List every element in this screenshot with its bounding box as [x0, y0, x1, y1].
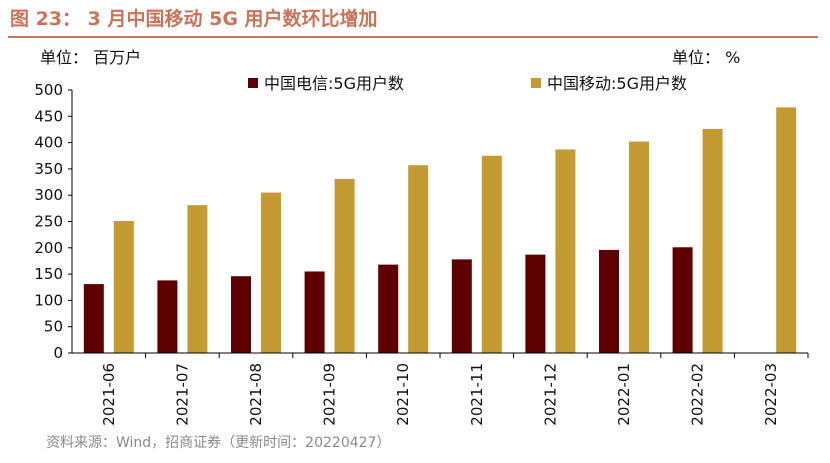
unit-label-right: 单位： %: [672, 48, 741, 67]
bar-mobile: [187, 205, 208, 353]
x-tick-label: 2021-12: [541, 363, 559, 426]
bar-mobile: [555, 149, 576, 353]
x-tick-label: 2021-09: [321, 363, 339, 426]
x-tick-label: 2021-07: [173, 363, 191, 426]
bar-telecom: [672, 247, 693, 353]
bar-mobile: [481, 155, 502, 353]
bar-mobile: [776, 107, 797, 353]
title-divider: [8, 36, 818, 38]
legend-item-telecom: 中国电信:5G用户数: [248, 70, 404, 94]
legend-swatch-mobile: [531, 77, 541, 88]
x-tick-label: 2022-02: [689, 363, 707, 426]
bar-telecom: [525, 254, 546, 353]
bar-telecom: [83, 284, 104, 353]
y-tick-label: 250: [34, 213, 63, 231]
legend-swatch-telecom: [248, 77, 258, 88]
bar-mobile: [113, 220, 134, 353]
x-tick-label: 2021-06: [100, 363, 118, 426]
legend-label-telecom: 中国电信:5G用户数: [264, 74, 404, 93]
bar-telecom: [157, 280, 178, 353]
y-tick-label: 200: [34, 239, 63, 257]
y-tick-label: 400: [34, 134, 63, 152]
x-tick-label: 2022-01: [615, 363, 633, 426]
y-tick-label: 0: [53, 344, 63, 362]
y-tick-label: 150: [34, 265, 63, 283]
unit-label-left: 单位： 百万户: [40, 48, 142, 67]
bar-telecom: [304, 271, 325, 353]
x-tick-label: 2021-11: [468, 363, 486, 426]
x-tick-label: 2022-03: [762, 363, 780, 426]
source-note: 资料来源：Wind，招商证券（更新时间：20220427）: [46, 435, 391, 451]
bar-mobile: [334, 178, 355, 353]
bar-mobile: [408, 165, 429, 353]
bar-mobile: [629, 141, 649, 353]
figure-title: 图 23： 3 月中国移动 5G 用户数环比增加: [10, 8, 378, 30]
bar-telecom: [599, 249, 619, 353]
legend-label-mobile: 中国移动:5G用户数: [547, 74, 687, 93]
x-tick-label: 2021-10: [394, 363, 412, 426]
bar-telecom: [378, 264, 399, 353]
y-tick-label: 500: [34, 81, 63, 99]
y-tick-label: 350: [34, 160, 63, 178]
y-tick-label: 50: [44, 318, 63, 336]
bar-telecom: [451, 259, 472, 353]
bar-telecom: [231, 276, 251, 353]
bar-mobile: [261, 192, 281, 353]
legend-item-mobile: 中国移动:5G用户数: [531, 70, 687, 94]
x-tick-label: 2021-08: [247, 363, 265, 426]
y-tick-label: 450: [34, 107, 63, 125]
y-tick-label: 100: [34, 291, 63, 309]
bar-mobile: [702, 128, 723, 353]
y-tick-label: 300: [34, 186, 63, 204]
